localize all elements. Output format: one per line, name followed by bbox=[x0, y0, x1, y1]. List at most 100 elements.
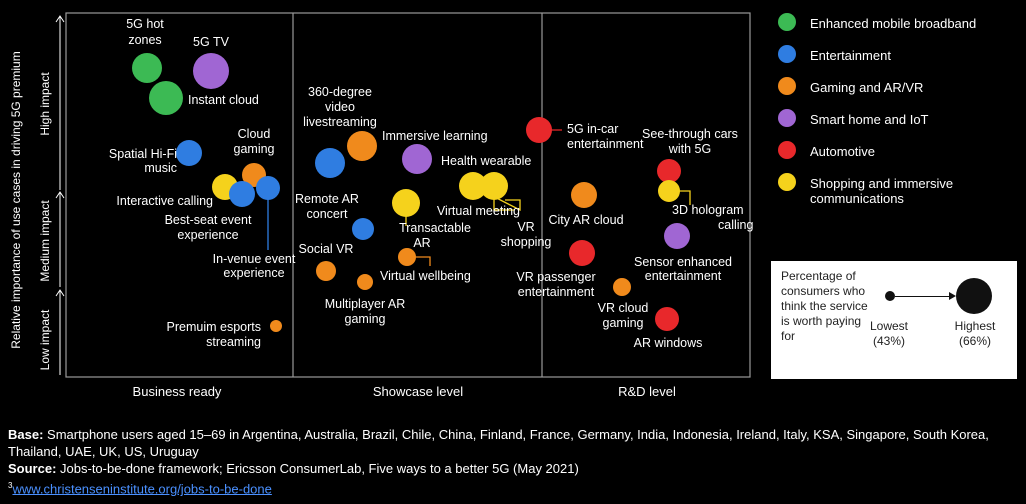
data-point-label: In-venue event experience bbox=[213, 252, 296, 280]
data-point-label: Immersive learning bbox=[382, 129, 488, 143]
y-axis-arrow-head bbox=[55, 289, 65, 297]
data-point-label: Social VR bbox=[299, 242, 354, 256]
size-legend: Percentage of consumers who think the se… bbox=[771, 261, 1017, 379]
legend-label: Enhanced mobile broadband bbox=[810, 16, 977, 31]
size-legend-low: Lowest (43%) bbox=[867, 319, 911, 349]
legend-label: Gaming and AR/VR bbox=[810, 80, 924, 95]
data-point-label: 360-degree video livestreaming bbox=[303, 85, 377, 129]
legend-label: Smart home and IoT bbox=[810, 112, 929, 127]
data-point-label-line: entertainment bbox=[567, 137, 644, 151]
data-point-label-line: Transactable bbox=[399, 221, 471, 235]
data-point-label-line: Best-seat event bbox=[165, 213, 252, 227]
legend-swatch bbox=[778, 109, 796, 127]
data-point-label-line: livestreaming bbox=[303, 115, 377, 129]
footer: Base: Smartphone users aged 15–69 in Arg… bbox=[8, 426, 1018, 497]
legend-item: Gaming and AR/VR bbox=[778, 74, 1023, 106]
data-point-label-line: City AR cloud bbox=[548, 213, 623, 227]
data-point-label: 3D hologram calling bbox=[672, 203, 753, 232]
data-point-label-line: Health wearable bbox=[441, 154, 531, 168]
legend-label: Entertainment bbox=[810, 48, 891, 63]
legend-item: Automotive bbox=[778, 138, 1023, 170]
data-point-label-line: Remote AR bbox=[295, 192, 359, 206]
legend-label: Automotive bbox=[810, 144, 876, 159]
footnote-marker: 3 bbox=[8, 481, 13, 490]
data-point-label-line: Sensor enhanced bbox=[634, 255, 732, 269]
data-point-label: VR shopping bbox=[501, 220, 552, 249]
footnote-link[interactable]: www.christenseninstitute.org/jobs-to-be-… bbox=[12, 481, 272, 497]
y-axis-title: Relative importance of use cases in driv… bbox=[9, 51, 23, 348]
data-point-label-line: In-venue event bbox=[213, 252, 296, 266]
legend-swatch bbox=[778, 77, 796, 95]
size-legend-high-value: (66%) bbox=[958, 334, 991, 348]
size-legend-high-label: Highest bbox=[954, 319, 996, 333]
data-point-label-line: Instant cloud bbox=[188, 93, 259, 107]
data-point-label-line: with 5G bbox=[668, 142, 711, 156]
data-point bbox=[526, 117, 552, 143]
size-legend-arrow-head bbox=[949, 292, 956, 300]
base-label: Base: bbox=[8, 427, 44, 442]
column-label: Showcase level bbox=[373, 384, 463, 399]
footer-footnote: 3www.christenseninstitute.org/jobs-to-be… bbox=[8, 477, 1018, 497]
data-point-label-line: See-through cars bbox=[642, 127, 738, 141]
data-point-label-line: calling bbox=[718, 218, 753, 232]
y-axis-arrow-head bbox=[55, 191, 65, 199]
data-point-label: Spatial Hi-Fi music bbox=[109, 147, 177, 175]
data-point-label: Virtual wellbeing bbox=[380, 269, 471, 283]
data-point-label-line: zones bbox=[128, 33, 161, 47]
data-point bbox=[315, 148, 345, 178]
data-point-label: Best-seat event experience bbox=[165, 213, 252, 242]
legend-item: Smart home and IoT bbox=[778, 106, 1023, 138]
data-point-label: Remote AR concert bbox=[295, 192, 359, 221]
data-point-label-line: entertainment bbox=[518, 285, 595, 299]
data-point-label-line: 5G hot bbox=[126, 17, 164, 31]
data-point-label-line: VR cloud bbox=[598, 301, 649, 315]
data-point-label: VR passenger entertainment bbox=[516, 270, 595, 299]
data-point-label-line: VR passenger bbox=[516, 270, 595, 284]
data-point-label-line: Immersive learning bbox=[382, 129, 488, 143]
data-point-label-line: video bbox=[325, 100, 355, 114]
data-point bbox=[402, 144, 432, 174]
data-point-label-line: Social VR bbox=[299, 242, 354, 256]
data-point-label: See-through cars with 5G bbox=[642, 127, 738, 156]
footer-base: Base: Smartphone users aged 15–69 in Arg… bbox=[8, 426, 1018, 460]
size-legend-arrow bbox=[895, 296, 950, 297]
data-point bbox=[613, 278, 631, 296]
data-point-label: 5G hot zones bbox=[126, 17, 164, 47]
legend-label: Shopping and immersive communications bbox=[810, 176, 954, 206]
y-level-label: Low impact bbox=[38, 309, 52, 370]
source-label: Source: bbox=[8, 461, 57, 476]
data-point-label-line: gaming bbox=[345, 312, 386, 326]
data-point-label: Virtual meeting bbox=[437, 204, 520, 218]
data-point bbox=[655, 307, 679, 331]
base-text: Smartphone users aged 15–69 in Argentina… bbox=[8, 427, 989, 459]
chart-marks bbox=[132, 53, 691, 332]
data-point-label-line: 360-degree bbox=[308, 85, 372, 99]
data-point-label-line: experience bbox=[177, 228, 238, 242]
data-point bbox=[658, 180, 680, 202]
data-point bbox=[357, 274, 373, 290]
data-point-label-line: music bbox=[144, 161, 177, 175]
legend-swatch bbox=[778, 141, 796, 159]
data-point bbox=[571, 182, 597, 208]
y-axis-arrow-head bbox=[55, 15, 65, 23]
data-point-label-line: AR bbox=[413, 236, 430, 250]
footer-source: Source: Jobs-to-be-done framework; Erics… bbox=[8, 460, 1018, 477]
data-point bbox=[657, 159, 681, 183]
chart-canvas: Relative importance of use cases in driv… bbox=[9, 12, 753, 399]
legend-item: Enhanced mobile broadband bbox=[778, 10, 1023, 42]
data-point-label-line: Interactive calling bbox=[116, 194, 213, 208]
data-point bbox=[193, 53, 229, 89]
data-point-label-line: 3D hologram bbox=[672, 203, 744, 217]
legend-swatch bbox=[778, 45, 796, 63]
column-label: Business ready bbox=[133, 384, 222, 399]
data-point-label: VR cloud gaming bbox=[598, 301, 649, 330]
data-point-label: AR windows bbox=[634, 336, 703, 350]
data-point-label: Cloud gaming bbox=[234, 127, 275, 156]
data-point bbox=[459, 172, 487, 200]
data-point bbox=[569, 240, 595, 266]
size-legend-small-dot bbox=[885, 291, 895, 301]
size-legend-low-value: (43%) bbox=[872, 334, 905, 348]
data-point-label: Premuim esports streaming bbox=[167, 320, 262, 349]
data-point bbox=[229, 181, 255, 207]
data-point bbox=[352, 218, 374, 240]
